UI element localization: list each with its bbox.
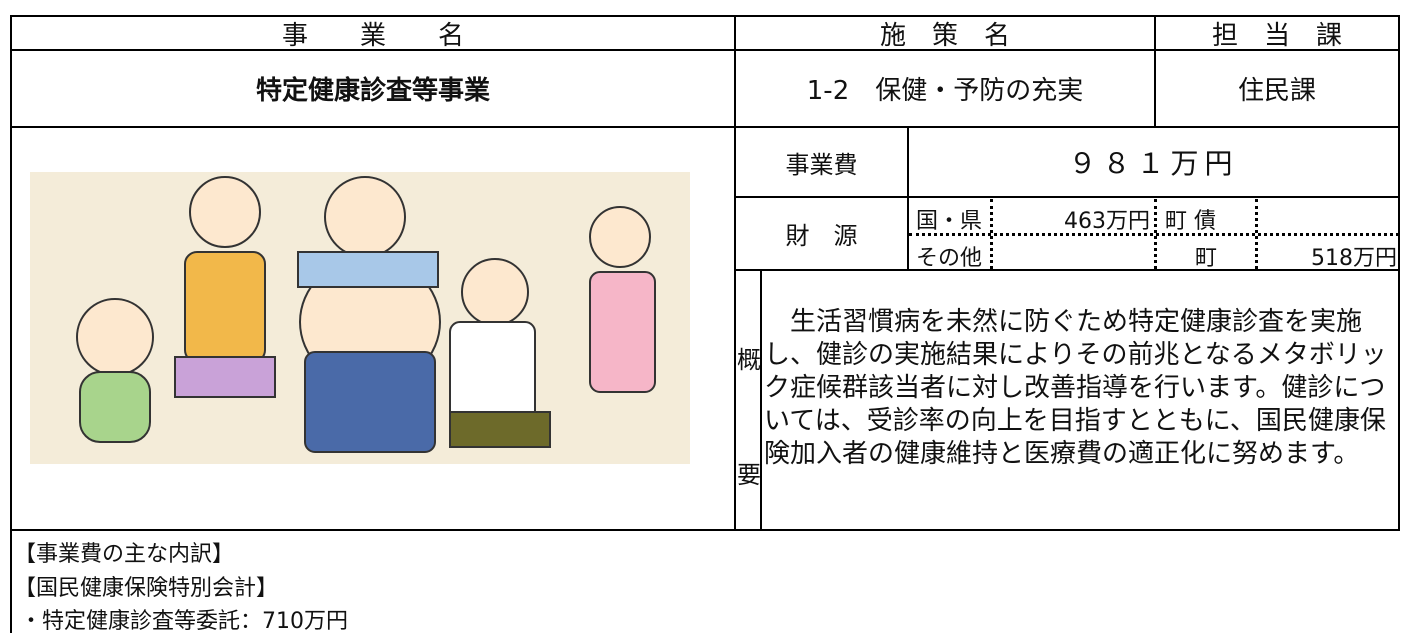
header-cell: 施 策 名	[879, 20, 1010, 51]
cost-label: 事業費	[785, 150, 858, 179]
funding-cell: 国・県	[916, 209, 983, 234]
overview-label: 概	[737, 346, 761, 374]
illustration	[30, 172, 690, 464]
funding-cell: その他	[916, 246, 983, 271]
funding-value: 518万円	[1311, 246, 1397, 271]
cost-value: ９８１万円	[1068, 147, 1239, 180]
funding-value: 463万円	[1064, 209, 1150, 234]
header-cell: 事 業 名	[281, 20, 464, 51]
funding-cell: 町	[1194, 246, 1217, 271]
breakdown-account: 【国民健康保険特別会計】	[14, 576, 279, 601]
overview-label: 要	[737, 461, 761, 489]
funding-label: 財 源	[785, 222, 858, 250]
dept: 住民課	[1237, 76, 1316, 106]
policy: 1-2 保健・予防の充実	[806, 76, 1084, 106]
breakdown-item: ・特定健康診査等委託：710万円	[20, 609, 348, 634]
header-cell: 担 当 課	[1211, 20, 1342, 51]
project-name: 特定健康診査等事業	[255, 76, 490, 106]
funding-cell: 町 債	[1165, 209, 1216, 234]
breakdown-heading: 【事業費の主な内訳】	[14, 542, 235, 567]
overview-text: 生活習慣病を未然に防ぐため特定健康診査を実施し、健診の実施結果によりその前兆とな…	[764, 307, 1387, 469]
